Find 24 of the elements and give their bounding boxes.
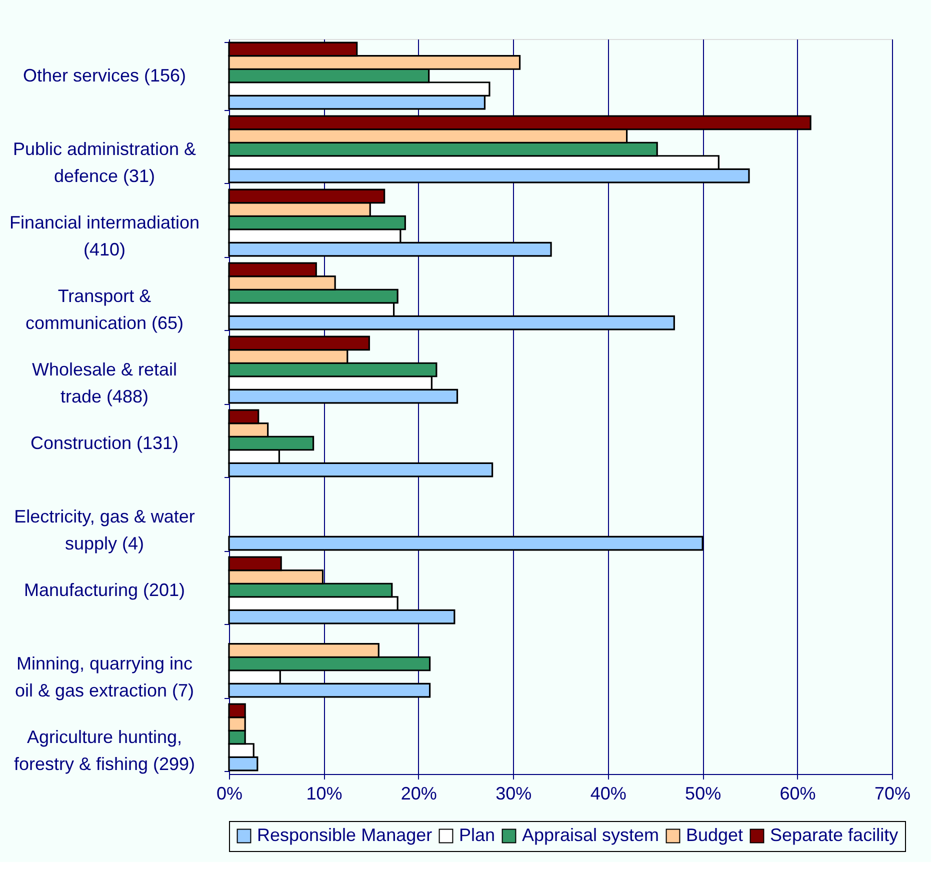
x-tick-label: 40% <box>590 784 626 804</box>
y-tick-label: Other services (156) <box>22 65 186 86</box>
x-tick-label: 10% <box>306 784 342 804</box>
x-tick-label: 0% <box>216 784 243 804</box>
legend-label: Responsible Manager <box>257 825 432 845</box>
y-tick-label: Financial intermadiation (410) <box>9 212 200 260</box>
x-tick-label: 60% <box>780 784 816 804</box>
legend-label: Budget <box>686 825 744 845</box>
legend-label: Appraisal system <box>522 825 660 845</box>
x-tick-label: 50% <box>685 784 722 804</box>
y-tick-label: Construction (131) <box>30 432 179 453</box>
y-tick-label: Public administration & defence (31) <box>12 138 196 186</box>
x-tick-label: 30% <box>496 784 532 804</box>
y-tick-label: Minning, quarrying inc oil & gas extraction (7) <box>14 653 194 700</box>
y-tick-label: Manufacturing (201) <box>24 580 186 600</box>
x-tick-label: 70% <box>874 784 911 804</box>
legend-label: Plan <box>459 825 496 845</box>
bar <box>228 536 704 551</box>
y-tick-label: Transport & communication (65) <box>25 286 184 333</box>
x-tick-label: 20% <box>400 784 437 804</box>
y-tick-label: Electricity, gas & water supply (4) <box>14 506 195 554</box>
legend-label: Separate facility <box>770 825 898 845</box>
y-tick-label: Agriculture hunting, forestry & fishing (299) <box>14 726 196 774</box>
y-tick-label: Wholesale & retail trade (488) <box>32 359 178 406</box>
